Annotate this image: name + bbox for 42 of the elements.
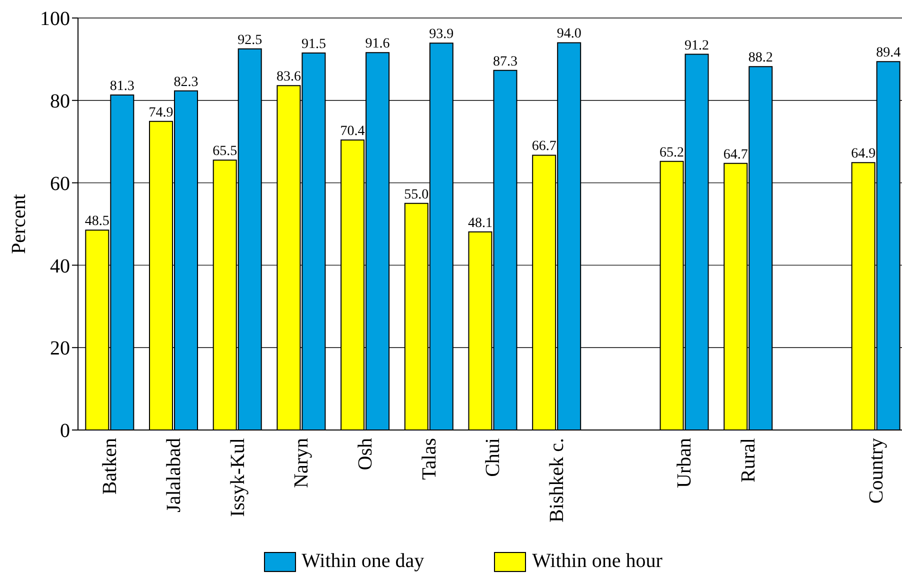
y-axis-title: Percent — [8, 194, 30, 254]
legend-label: Within one day — [302, 550, 424, 573]
data-label: 65.2 — [660, 145, 684, 160]
y-tick-label: 40 — [50, 255, 70, 278]
data-label: 82.3 — [174, 74, 198, 90]
data-label: 93.9 — [429, 27, 454, 42]
data-label: 91.5 — [301, 37, 326, 52]
data-label: 70.4 — [340, 124, 365, 139]
x-tick-label: Rural — [738, 438, 760, 482]
data-label: 83.6 — [276, 70, 301, 85]
x-tick-label: Urban — [674, 438, 696, 488]
x-tick-label: Batken — [99, 438, 122, 495]
data-label: 88.2 — [748, 50, 773, 66]
data-label: 91.6 — [365, 36, 390, 52]
y-tick-label: 60 — [50, 172, 70, 195]
data-label: 81.3 — [110, 79, 134, 94]
data-label: 64.9 — [851, 146, 876, 162]
data-label: 55.0 — [404, 187, 429, 202]
data-label: 66.7 — [532, 139, 556, 154]
x-tick-label: Naryn — [290, 438, 313, 488]
data-label: 48.5 — [84, 214, 110, 230]
x-tick-label: Issyk-Kul — [226, 438, 249, 517]
data-label: 48.1 — [468, 216, 492, 231]
data-label: 91.2 — [684, 38, 710, 54]
x-tick-label: Osh — [354, 438, 377, 470]
x-tick-label: Bishkek c. — [546, 438, 568, 522]
data-label: 74.9 — [148, 105, 174, 120]
legend-label: Within one hour — [532, 550, 662, 573]
data-label: 65.5 — [212, 144, 238, 160]
y-tick-label: 0 — [60, 420, 70, 442]
data-label: 64.7 — [723, 147, 748, 162]
data-label: 87.3 — [492, 54, 518, 70]
data-label: 92.5 — [238, 32, 262, 48]
x-tick-label: Country — [865, 438, 888, 504]
y-tick-label: 80 — [50, 90, 70, 112]
data-label: 89.4 — [876, 46, 901, 61]
y-tick-label: 20 — [50, 338, 70, 360]
y-tick-label: 100 — [40, 8, 70, 30]
data-label: 94.0 — [556, 26, 582, 42]
x-tick-label: Talas — [418, 438, 440, 480]
x-tick-label: Jalalabad — [162, 438, 185, 512]
x-tick-label: Chui — [482, 438, 504, 477]
